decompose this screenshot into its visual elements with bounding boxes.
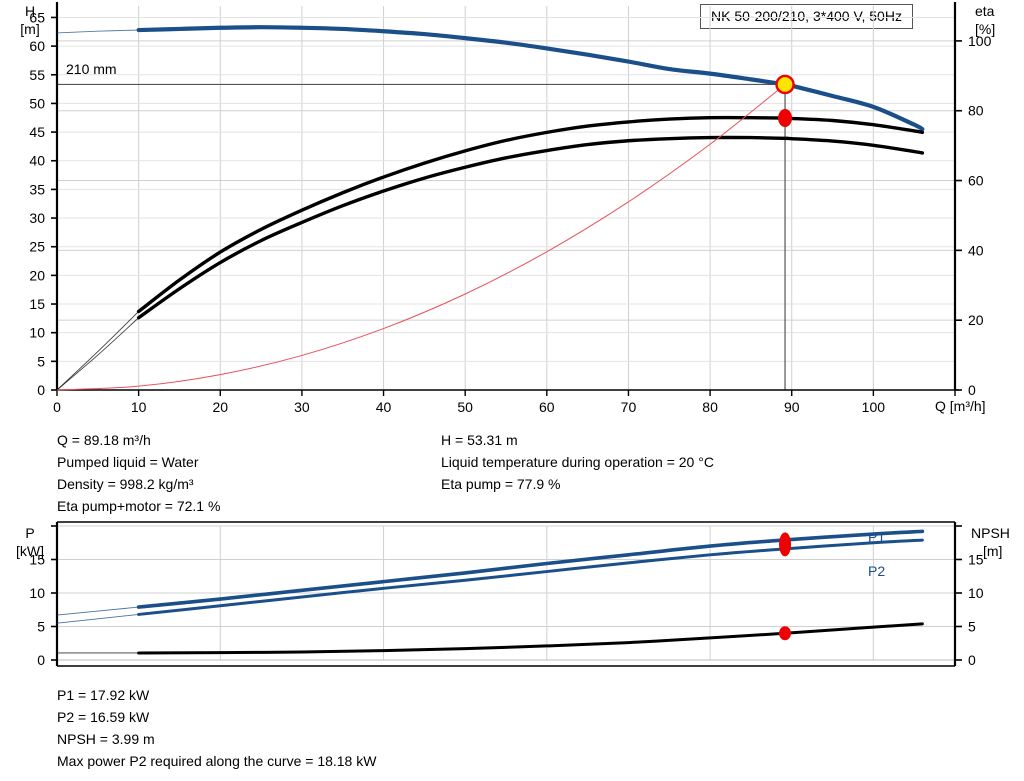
p2-curve-label: P2 <box>868 563 885 579</box>
svg-text:15: 15 <box>29 552 45 568</box>
svg-text:0: 0 <box>37 382 45 398</box>
power-npsh-chart: P [kW] NPSH [m] 0 5 10 15 0 5 10 15 P1 P2 <box>16 521 1010 668</box>
top-chart-curves <box>56 25 925 391</box>
duty-info-left: Q = 89.18 m³/h Pumped liquid = Water Den… <box>57 429 220 517</box>
p1-curve-label: P1 <box>868 529 885 545</box>
top-chart-gridlines <box>56 6 956 390</box>
power-info-p1: P1 = 17.92 kW <box>57 687 150 703</box>
top-chart-ticks: 0 5 10 15 20 25 30 35 40 45 50 55 60 65 0 20 40 60 80 100 0 1… <box>29 9 991 415</box>
svg-text:60: 60 <box>539 399 555 415</box>
svg-text:30: 30 <box>29 210 45 226</box>
svg-text:20: 20 <box>29 267 45 283</box>
bottom-chart-gridlines <box>57 525 955 661</box>
svg-text:10: 10 <box>29 585 45 601</box>
npsh-axis-label-line1: NPSH <box>971 525 1010 541</box>
svg-text:5: 5 <box>968 619 976 635</box>
duty-info-q: Q = 89.18 m³/h <box>57 432 151 448</box>
svg-text:50: 50 <box>29 95 45 111</box>
svg-text:65: 65 <box>29 9 45 25</box>
top-chart-duty-point <box>775 74 795 128</box>
svg-text:15: 15 <box>968 552 984 568</box>
svg-text:0: 0 <box>53 399 61 415</box>
h-axis-label-line1: H <box>25 3 35 19</box>
duty-info-right: H = 53.31 m Liquid temperature during op… <box>441 429 714 495</box>
svg-text:10: 10 <box>131 399 147 415</box>
svg-text:0: 0 <box>37 652 45 668</box>
svg-text:15: 15 <box>29 296 45 312</box>
duty-info-eta-pump-motor: Eta pump+motor = 72.1 % <box>57 498 221 514</box>
top-chart-frame <box>55 2 959 391</box>
svg-text:60: 60 <box>29 38 45 54</box>
svg-text:40: 40 <box>376 399 392 415</box>
eta-axis-label-line1: eta <box>975 3 995 19</box>
svg-text:10: 10 <box>968 585 984 601</box>
head-efficiency-chart: H [m] eta [%] Q [m³/h] 0 5 10 15 20 25 30 35 40 4… <box>20 2 995 415</box>
svg-text:60: 60 <box>968 173 984 189</box>
p-axis-label-line2: [kW] <box>16 543 44 559</box>
svg-text:100: 100 <box>862 399 886 415</box>
svg-text:40: 40 <box>968 242 984 258</box>
svg-text:25: 25 <box>29 239 45 255</box>
duty-info-density: Density = 998.2 kg/m³ <box>57 476 194 492</box>
h-axis-label-line2: [m] <box>20 21 39 37</box>
svg-text:5: 5 <box>37 619 45 635</box>
svg-text:100: 100 <box>968 33 992 49</box>
duty-info-temp: Liquid temperature during operation = 20… <box>441 454 714 470</box>
svg-text:35: 35 <box>29 181 45 197</box>
svg-text:10: 10 <box>29 325 45 341</box>
svg-text:80: 80 <box>968 103 984 119</box>
svg-text:80: 80 <box>702 399 718 415</box>
bottom-chart-curves <box>56 529 925 655</box>
power-info: P1 = 17.92 kW P2 = 16.59 kW NPSH = 3.99 … <box>57 684 376 772</box>
bottom-chart-frame <box>55 521 957 667</box>
svg-text:0: 0 <box>968 382 976 398</box>
impeller-diameter-label: 210 mm <box>66 61 117 77</box>
bottom-chart-ticks: 0 5 10 15 0 5 10 15 <box>29 525 984 668</box>
eta-axis-label-line2: [%] <box>975 21 995 37</box>
power-info-p2: P2 = 16.59 kW <box>57 709 150 725</box>
bottom-chart-duty-point <box>779 532 792 641</box>
svg-text:55: 55 <box>29 67 45 83</box>
svg-text:50: 50 <box>457 399 473 415</box>
duty-info-h: H = 53.31 m <box>441 432 518 448</box>
svg-text:70: 70 <box>621 399 637 415</box>
power-info-npsh: NPSH = 3.99 m <box>57 731 155 747</box>
q-axis-label: Q [m³/h] <box>935 398 986 414</box>
pump-model-title: NK 50-200/210, 3*400 V, 50Hz <box>700 4 913 29</box>
svg-text:20: 20 <box>968 312 984 328</box>
duty-info-liquid: Pumped liquid = Water <box>57 454 199 470</box>
power-info-maxp: Max power P2 required along the curve = … <box>57 753 377 769</box>
svg-text:30: 30 <box>294 399 310 415</box>
svg-text:0: 0 <box>968 652 976 668</box>
duty-info-eta-pump: Eta pump = 77.9 % <box>441 476 561 492</box>
svg-text:45: 45 <box>29 124 45 140</box>
p-axis-label-line1: P <box>25 525 34 541</box>
svg-text:20: 20 <box>212 399 228 415</box>
npsh-axis-label-line2: [m] <box>983 543 1002 559</box>
svg-text:5: 5 <box>37 353 45 369</box>
svg-text:40: 40 <box>29 153 45 169</box>
svg-text:90: 90 <box>784 399 800 415</box>
